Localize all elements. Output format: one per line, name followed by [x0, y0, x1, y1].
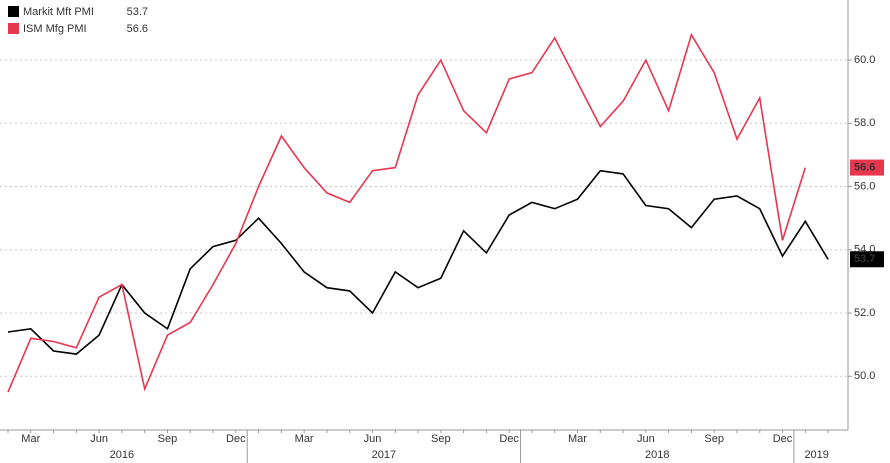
- year-label: 2018: [645, 449, 669, 461]
- year-label: 2017: [372, 449, 396, 461]
- last-value-label: 56.6: [854, 161, 875, 173]
- legend-value: 56.6: [127, 23, 148, 35]
- x-tick-label: Jun: [637, 433, 655, 445]
- y-tick-label: 56.0: [854, 180, 875, 192]
- x-tick-label: Sep: [431, 433, 451, 445]
- legend-label: ISM Mfg PMI: [23, 23, 87, 35]
- x-tick-label: Mar: [21, 433, 40, 445]
- x-tick-label: Sep: [704, 433, 724, 445]
- y-tick-label: 50.0: [854, 370, 875, 382]
- year-label: 2016: [110, 449, 134, 461]
- x-tick-label: Sep: [158, 433, 178, 445]
- year-label: 2019: [804, 449, 828, 461]
- legend-label: Markit Mft PMI: [23, 6, 94, 18]
- legend-value: 53.7: [127, 6, 148, 18]
- y-tick-label: 52.0: [854, 307, 875, 319]
- x-tick-label: Mar: [568, 433, 587, 445]
- x-tick-label: Dec: [773, 433, 793, 445]
- last-value-flag: [850, 251, 884, 268]
- last-value-flag: [850, 159, 884, 176]
- x-tick-label: Jun: [364, 433, 382, 445]
- x-tick-label: Dec: [226, 433, 246, 445]
- x-tick-label: Mar: [295, 433, 314, 445]
- x-tick-label: Dec: [499, 433, 519, 445]
- x-tick-label: Jun: [90, 433, 108, 445]
- y-tick-label: 58.0: [854, 117, 875, 129]
- last-value-label: 53.7: [854, 253, 875, 265]
- y-tick-label: 60.0: [854, 54, 875, 66]
- legend-swatch: [8, 23, 19, 34]
- legend-swatch: [8, 6, 19, 17]
- series-line: [7, 32, 807, 393]
- series-line: [7, 169, 829, 355]
